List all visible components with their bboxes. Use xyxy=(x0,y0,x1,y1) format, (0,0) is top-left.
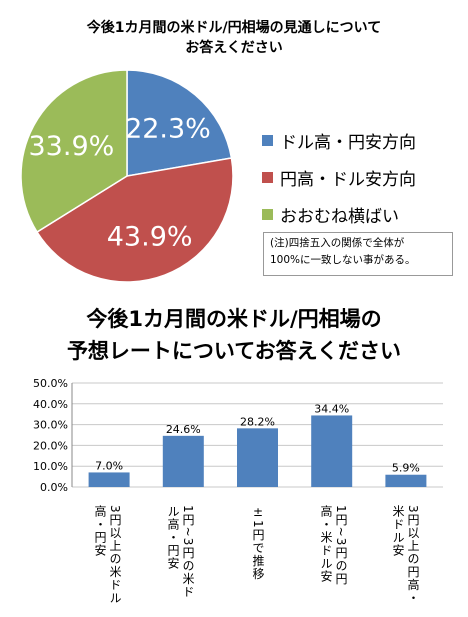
pie-slice xyxy=(35,157,234,283)
legend-item-dollar-high: ドル高・円安方向 xyxy=(262,122,416,159)
y-tick-label: 30.0% xyxy=(33,419,68,432)
x-tick-label: 3円以上の円高・米ドル安 xyxy=(391,505,420,605)
bar-title-line2: 予想レートについてお答えください xyxy=(66,339,402,363)
y-tick-label: 40.0% xyxy=(33,398,68,411)
pie-chart-title: 今後1カ月間の米ドル/円相場の見通しについて お答えください xyxy=(0,18,468,58)
pie-legend: ドル高・円安方向 円高・ドル安方向 おおむね横ばい xyxy=(262,122,416,233)
y-tick-label: 20.0% xyxy=(33,439,68,452)
y-tick-label: 0.0% xyxy=(40,481,68,494)
legend-swatch-blue xyxy=(262,135,273,146)
note-line2: 100%に一致しない事がある。 xyxy=(270,254,416,266)
pie-slice xyxy=(20,69,128,234)
bar-value-label: 7.0% xyxy=(95,459,123,472)
legend-label: ドル高・円安方向 xyxy=(280,133,416,153)
bar-value-label: 24.6% xyxy=(166,423,201,436)
x-tick-label: 1円~3円の米ドル高・円安 xyxy=(166,505,195,599)
y-tick-label: 10.0% xyxy=(33,460,68,473)
legend-swatch-red xyxy=(262,172,273,183)
bar-title-line1: 今後1カ月間の米ドル/円相場の xyxy=(86,307,382,331)
x-tick-label: 1円~3円の円高・米ドル安 xyxy=(319,505,348,586)
bar xyxy=(237,428,278,487)
bar-value-label: 28.2% xyxy=(240,415,275,428)
x-tick-label: 3円以上の米ドル高・円安 xyxy=(93,505,122,605)
legend-label: おおむね横ばい xyxy=(280,207,399,227)
legend-item-yen-high: 円高・ドル安方向 xyxy=(262,159,416,196)
pie-slice-label: 33.9% xyxy=(29,131,115,162)
bar-chart-title: 今後1カ月間の米ドル/円相場の 予想レートについてお答えください xyxy=(0,303,468,367)
pie-title-line2: お答えください xyxy=(185,40,283,56)
bar xyxy=(88,472,130,487)
bar xyxy=(311,415,353,487)
bar-value-label: 34.4% xyxy=(314,402,349,415)
legend-swatch-green xyxy=(262,209,273,220)
x-tick-label: ±1円で推移 xyxy=(251,505,265,581)
note-line1: (注)四捨五入の関係で全体が xyxy=(270,237,405,249)
rounding-note: (注)四捨五入の関係で全体が 100%に一致しない事がある。 xyxy=(263,232,453,276)
legend-label: 円高・ドル安方向 xyxy=(280,170,416,190)
bar xyxy=(385,474,427,487)
bar-value-label: 5.9% xyxy=(392,462,420,475)
bar xyxy=(162,435,204,487)
pie-slice xyxy=(126,69,233,177)
pie-slice-label: 22.3% xyxy=(125,113,211,144)
y-tick-label: 50.0% xyxy=(33,377,68,390)
pie-slice-label: 43.9% xyxy=(107,221,193,252)
pie-title-line1: 今後1カ月間の米ドル/円相場の見通しについて xyxy=(86,20,382,36)
legend-item-flat: おおむね横ばい xyxy=(262,196,416,233)
